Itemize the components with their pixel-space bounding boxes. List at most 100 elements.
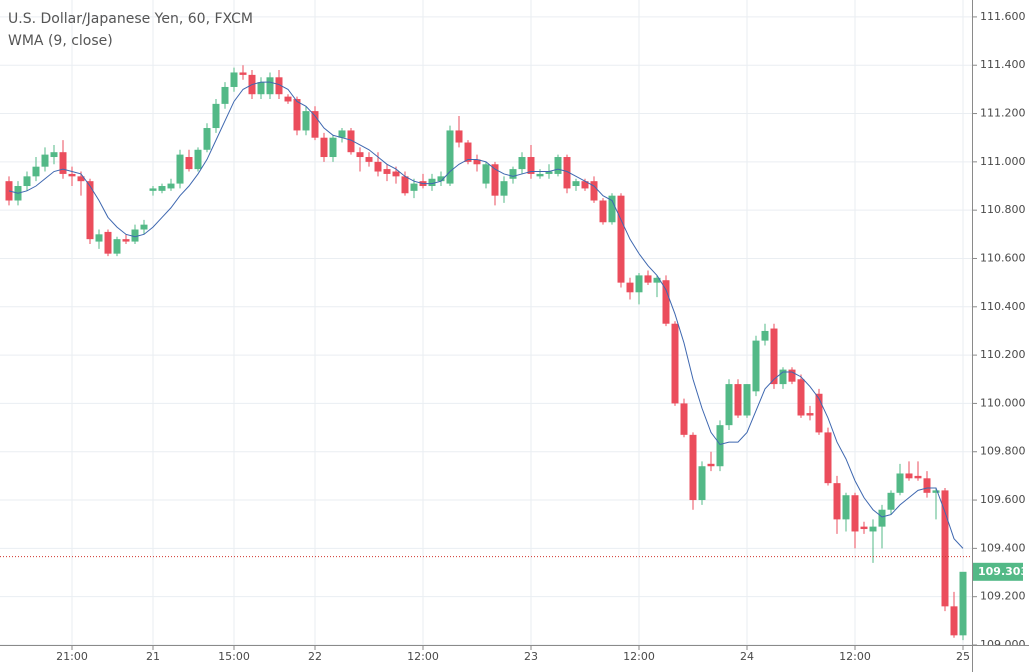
candle-body <box>113 239 121 254</box>
candle-body <box>959 571 967 636</box>
candle-body <box>725 384 733 426</box>
candle-body <box>923 478 931 493</box>
candle-body <box>95 234 103 242</box>
y-tick-label: 111.000 <box>980 155 1026 168</box>
candle-body <box>392 171 400 177</box>
y-tick-label: 110.400 <box>980 300 1026 313</box>
candle-body <box>203 128 211 150</box>
last-price-box <box>973 562 1023 581</box>
candle-body <box>950 606 958 636</box>
candle-body <box>329 137 337 158</box>
x-tick-label: 22 <box>308 650 322 663</box>
candle-body <box>716 425 724 467</box>
candle-body <box>905 473 913 479</box>
candle-body <box>122 239 130 242</box>
candle-body <box>824 432 832 484</box>
x-tick-label: 12:00 <box>839 650 871 663</box>
y-tick-label: 109.400 <box>980 541 1026 554</box>
candle-body <box>311 111 319 138</box>
candle-body <box>446 130 454 184</box>
candle-body <box>23 176 31 187</box>
candle-body <box>842 495 850 520</box>
candle-body <box>545 171 553 174</box>
time-axis: 21:00 21 15:00 22 12:00 23 12:00 24 12:00 25 <box>56 645 970 663</box>
candle-body <box>293 99 301 131</box>
candle-body <box>635 275 643 293</box>
candle-body <box>77 176 85 182</box>
candle-body <box>527 157 535 174</box>
candle-body <box>347 130 355 153</box>
candle-body <box>32 166 40 177</box>
candle-body <box>563 157 571 189</box>
x-tick-label: 21 <box>146 650 160 663</box>
candle-body <box>887 492 895 510</box>
candle-body <box>788 369 796 382</box>
chart-title: U.S. Dollar/Japanese Yen, 60, FXCM <box>8 11 253 27</box>
candle-body <box>878 509 886 527</box>
candle-body <box>806 413 814 416</box>
y-tick-label: 109.200 <box>980 590 1026 603</box>
candle-body <box>797 379 805 416</box>
candle-body <box>500 181 508 196</box>
candle-body <box>833 483 841 520</box>
indicator-line <box>8 81 964 549</box>
y-tick-label: 111.600 <box>980 10 1026 23</box>
candle-body <box>320 137 328 158</box>
candle-body <box>50 152 58 158</box>
candle-body <box>401 176 409 194</box>
candle-body <box>554 157 562 174</box>
candle-body <box>869 526 877 532</box>
candle-body <box>284 96 292 102</box>
candle-body <box>851 495 859 532</box>
candle-body <box>896 473 904 493</box>
y-tick-label: 109.600 <box>980 493 1026 506</box>
candle-body <box>644 275 652 283</box>
candle-body <box>491 164 499 196</box>
x-tick-label: 12:00 <box>623 650 655 663</box>
x-tick-label: 25 <box>956 650 970 663</box>
last-price-label: 109.303 <box>978 565 1028 578</box>
candle-body <box>41 154 49 167</box>
candle-body <box>437 176 445 182</box>
candle-body <box>662 280 670 324</box>
candle-body <box>140 224 148 230</box>
candle-body <box>104 231 112 254</box>
candle-body <box>176 154 184 184</box>
candle-body <box>536 173 544 177</box>
candle-body <box>356 152 364 158</box>
candle-body <box>410 183 418 191</box>
y-tick-label: 109.800 <box>980 445 1026 458</box>
candle-body <box>158 186 166 191</box>
candle-body <box>653 277 661 283</box>
candle-body <box>239 72 247 75</box>
candle-body <box>608 195 616 223</box>
candle-body <box>194 149 202 170</box>
candle-body <box>302 111 310 131</box>
x-tick-label: 24 <box>740 650 754 663</box>
candle-body <box>698 466 706 501</box>
candle-body <box>932 490 940 493</box>
candle-body <box>860 526 868 530</box>
candle-body <box>752 340 760 392</box>
candle-body <box>770 328 778 385</box>
plot-area <box>0 65 972 641</box>
candle-body <box>518 157 526 170</box>
candle-body <box>815 393 823 433</box>
candle-body <box>680 403 688 435</box>
candle-body <box>455 130 463 143</box>
candle-body <box>221 86 229 104</box>
y-tick-label: 109.000 <box>980 638 1026 651</box>
x-tick-label: 15:00 <box>218 650 250 663</box>
candle-body <box>275 77 283 95</box>
candle-body <box>257 82 265 95</box>
candle-body <box>383 169 391 174</box>
price-axis: 109.000 109.200 109.400 109.600 109.800 110.0… <box>972 10 1026 651</box>
x-tick-label: 23 <box>524 650 538 663</box>
candle-body <box>617 195 625 283</box>
candle-body <box>590 181 598 201</box>
candle-body <box>572 181 580 187</box>
y-tick-label: 110.000 <box>980 396 1026 409</box>
